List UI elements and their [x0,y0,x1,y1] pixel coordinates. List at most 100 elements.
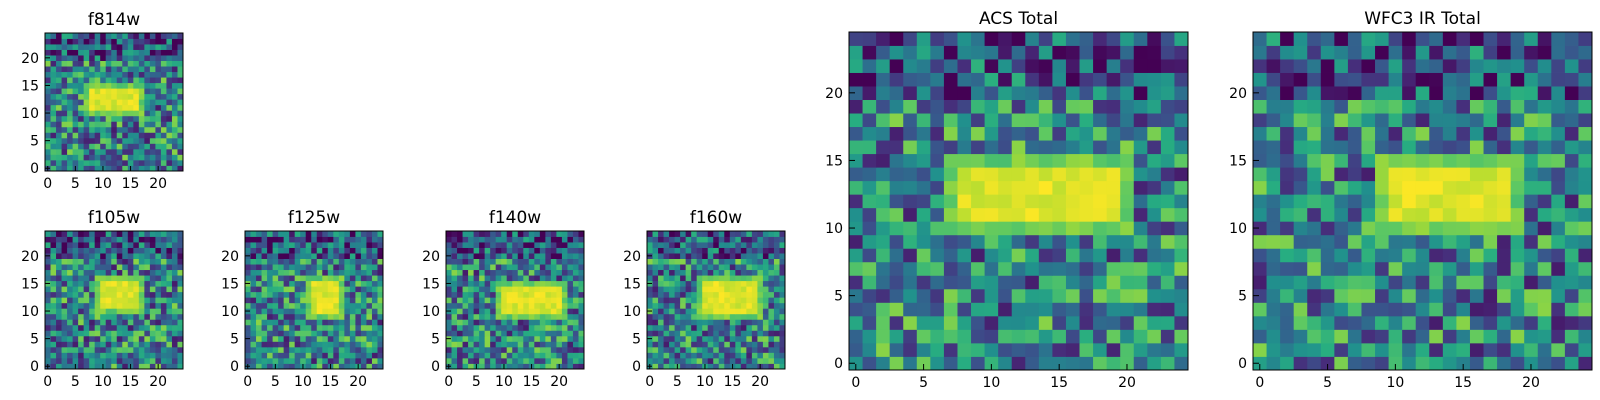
heatmap-cell [1120,32,1135,46]
heatmap-cell [1065,140,1080,155]
heatmap-cell [1551,329,1566,344]
heatmap-cell [707,363,714,370]
heatmap-cell [707,319,714,326]
heatmap-cell [685,253,692,259]
heatmap-cell [903,126,918,141]
heatmap-cell [1402,288,1417,303]
heatmap-cell [998,167,1013,182]
heatmap-cell [272,264,279,271]
heatmap-cell [971,86,985,100]
heatmap-cell [1079,140,1094,155]
heatmap-cell [116,308,123,315]
heatmap-cell [311,363,318,370]
heatmap-cell [138,242,145,248]
heatmap-cell [1429,221,1444,236]
heatmap-cell [724,247,731,254]
heatmap-cell [105,110,112,117]
heatmap-cell [757,236,764,243]
heatmap-cell [166,236,173,243]
heatmap-cell [523,258,530,265]
heatmap-cell [669,286,675,293]
heatmap-cell [1293,140,1308,155]
heatmap-cell [740,247,747,254]
heatmap-cell [746,264,753,271]
heatmap-cell [1497,329,1512,344]
heatmap-cell [578,302,585,309]
heatmap-cell [333,324,340,331]
heatmap-cell [572,330,579,337]
heatmap-cell [67,346,73,353]
heatmap-cell [1160,86,1175,100]
heatmap-cell [1551,180,1566,195]
heatmap-cell [105,324,112,331]
heatmap-cell [333,269,340,276]
heatmap-cell [773,352,780,359]
heatmap-cell [889,140,904,155]
heatmap-cell [696,242,703,248]
heatmap-cell [1266,126,1281,141]
heatmap-cell [83,121,90,128]
heatmap-cell [762,291,769,298]
heatmap-cell [484,324,491,331]
heatmap-cell [155,121,162,128]
heatmap-cell [1320,342,1335,357]
heatmap-cell [1578,302,1593,317]
heatmap-cell [1524,261,1539,276]
heatmap-cell [100,231,107,237]
heatmap-cell [371,324,378,331]
heatmap-cell [56,143,62,150]
heatmap-cell [278,319,285,326]
heatmap-cell [462,242,469,248]
heatmap-cell [94,335,101,342]
heatmap-cell [1497,315,1512,330]
heatmap-cell [971,140,985,155]
heatmap-cell [916,194,931,209]
heatmap-cell [94,352,101,359]
heatmap-cell [67,148,73,155]
heatmap-cell [177,55,184,61]
heatmap-cell [1266,180,1281,195]
heatmap-cell [545,341,552,348]
heatmap-cell [50,324,57,331]
heatmap-cell [166,154,173,161]
heatmap-cell [61,148,68,155]
heatmap-cell [735,291,742,298]
heatmap-cell [490,236,497,243]
heatmap-cell [1497,275,1512,290]
heatmap-cell [998,32,1013,46]
heatmap-cell [567,346,574,353]
heatmap-cell [327,357,334,364]
heatmap-cell [138,154,145,161]
heatmap-cell [707,357,714,364]
heatmap-cell [56,38,62,45]
heatmap-cell [495,231,502,237]
heatmap-cell [1537,32,1552,46]
heatmap-cell [1442,32,1457,46]
heatmap-cell [155,82,162,89]
heatmap-cell [1456,275,1471,290]
heatmap-cell [1578,207,1593,222]
heatmap-cell [495,341,502,348]
heatmap-cell [539,291,546,298]
heatmap-cell [556,335,563,342]
heatmap-cell [768,286,775,293]
heatmap-cell [669,357,675,364]
heatmap-cell [971,167,985,182]
heatmap-cell [724,236,731,243]
heatmap-cell [94,297,101,304]
heatmap-cell [1160,342,1175,357]
heatmap-cell [1524,342,1539,357]
heatmap-cell [1280,32,1295,46]
heatmap-cell [658,352,664,359]
heatmap-cell [669,291,675,298]
heatmap-cell [1253,59,1267,73]
heatmap-cell [100,137,107,144]
heatmap-cell [1402,194,1417,209]
heatmap-cell [457,231,463,237]
heatmap-cell [512,297,519,304]
heatmap-cell [133,253,140,259]
heatmap-cell [45,49,51,56]
heatmap-cell [83,115,90,122]
heatmap-cell [45,143,51,150]
heatmap-cell [490,269,497,276]
